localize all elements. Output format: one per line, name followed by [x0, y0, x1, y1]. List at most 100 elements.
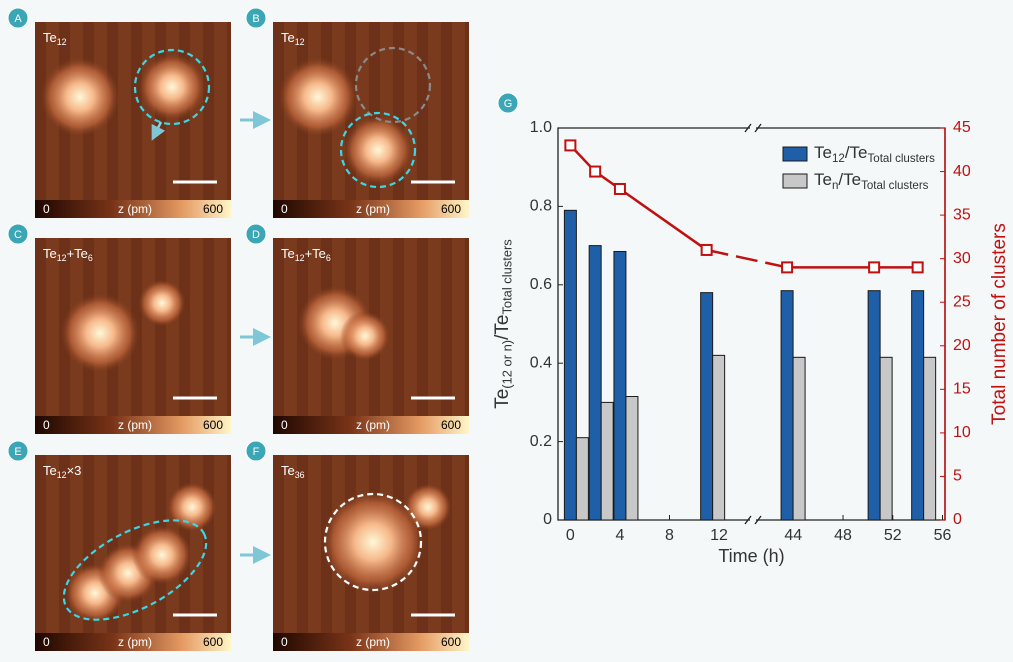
subscript: 12	[295, 37, 305, 47]
panel-label: Te12	[43, 30, 67, 47]
y2-tick-label: 35	[953, 206, 971, 223]
bar	[879, 356, 893, 521]
text-part: Te	[492, 389, 513, 409]
colorbar-label: z (pm)	[118, 202, 152, 216]
y2-tick-label: 15	[953, 381, 971, 398]
panel-label: Te12	[281, 30, 305, 47]
old-position	[354, 46, 432, 124]
y2-axis-label: Total number of clusters	[989, 223, 1010, 425]
colorbar-min: 0	[281, 418, 288, 432]
y2-tick-label: 40	[953, 163, 971, 180]
colorbar-min: 0	[43, 418, 50, 432]
bar	[911, 290, 925, 521]
panel-badge	[7, 440, 29, 462]
subscript: 12	[57, 470, 67, 480]
panel-badge	[7, 7, 29, 29]
marker	[564, 139, 577, 152]
highlight-circle	[323, 492, 423, 592]
highlight-outline	[62, 519, 208, 621]
legend-swatch	[782, 173, 808, 189]
x-tick-label: 4	[615, 527, 624, 544]
subscript: 6	[88, 253, 93, 263]
y-tick-label: 0.6	[530, 276, 552, 293]
axis-break	[744, 123, 762, 133]
x-tick-label: 44	[784, 527, 802, 544]
colorbar-max: 600	[441, 418, 461, 432]
bar	[712, 354, 726, 521]
bar	[575, 437, 589, 521]
panel-label: Te12+Te6	[43, 246, 93, 263]
subscript: 12	[295, 253, 305, 263]
y-tick-label: 1.0	[530, 119, 552, 136]
y2-tick-label: 10	[953, 424, 971, 441]
panel-letter: D	[252, 229, 260, 241]
panel-badge	[7, 223, 29, 245]
y-tick-label: 0.2	[530, 433, 552, 450]
y-tick-label: 0.4	[530, 354, 552, 371]
text-part: Te	[281, 246, 295, 261]
subscript: 6	[326, 253, 331, 263]
stm-image: Te36 0 z (pm) 600	[273, 455, 469, 651]
bar	[588, 245, 602, 521]
subscript: 12	[57, 253, 67, 263]
marker	[911, 261, 924, 274]
x-tick-label: 48	[834, 527, 852, 544]
cluster	[132, 525, 192, 585]
panel-label: Te12+Te6	[281, 246, 331, 263]
text-part: Te	[281, 463, 295, 478]
text-part: Te	[814, 170, 832, 189]
y-tick-label: 0	[543, 511, 552, 528]
move-arrow	[151, 121, 166, 141]
cluster	[138, 53, 206, 121]
arrows	[240, 111, 271, 564]
colorbar-label: z (pm)	[118, 635, 152, 649]
text-part: Te	[814, 143, 832, 162]
cluster	[278, 57, 358, 137]
bar	[625, 396, 639, 521]
panel-letter: G	[504, 98, 513, 110]
panel-letter: E	[14, 446, 21, 458]
bar	[613, 250, 627, 521]
marker	[700, 243, 713, 256]
bar	[867, 290, 881, 521]
marker	[613, 182, 626, 195]
bar	[792, 356, 806, 521]
stm-image: Te12 0 z (pm) 600	[273, 22, 469, 218]
y2-tick-label: 0	[953, 511, 962, 528]
colorbar	[35, 200, 231, 218]
line	[569, 144, 708, 251]
y-axis-label: Te(12 or n)/TeTotal clusters	[492, 239, 515, 409]
subscript: Total clusters	[500, 239, 515, 314]
text-part: ×3	[67, 463, 82, 478]
legend-swatch	[782, 146, 808, 162]
bar	[700, 292, 714, 521]
cluster	[343, 115, 413, 185]
stm-image: Te12+Te6 0 z (pm) 600	[273, 238, 469, 434]
panel-badge	[245, 223, 267, 245]
colorbar	[273, 416, 469, 434]
bar	[563, 209, 577, 521]
panel-label: Te12×3	[43, 463, 81, 480]
colorbar-label: z (pm)	[356, 635, 390, 649]
colorbar-min: 0	[281, 202, 288, 216]
cluster	[40, 57, 120, 137]
colorbar-label: z (pm)	[356, 202, 390, 216]
y2-tick-label: 30	[953, 250, 971, 267]
colorbar-label: z (pm)	[118, 418, 152, 432]
highlight-circle	[339, 111, 417, 189]
cluster	[167, 482, 217, 532]
cluster	[340, 311, 390, 361]
marker	[589, 165, 602, 178]
bar	[780, 290, 794, 521]
panel-letter: F	[253, 446, 260, 458]
text-part: +Te	[305, 246, 326, 261]
panel-badge	[245, 7, 267, 29]
colorbar-min: 0	[43, 635, 50, 649]
colorbar	[35, 633, 231, 651]
panel-badge	[245, 440, 267, 462]
x-tick-label: 8	[665, 527, 674, 544]
colorbar-max: 600	[203, 418, 223, 432]
x-tick-label: 52	[884, 527, 902, 544]
text-part: Te	[43, 30, 57, 45]
